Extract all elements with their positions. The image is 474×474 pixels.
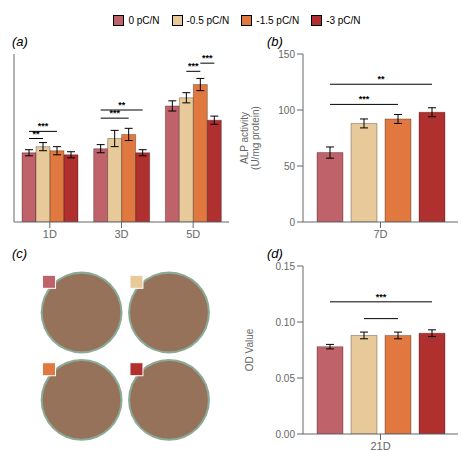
svg-text:**: **	[118, 100, 126, 110]
svg-text:7D: 7D	[373, 228, 387, 240]
svg-text:50: 50	[284, 161, 296, 172]
svg-text:***: ***	[359, 94, 370, 104]
svg-text:5D: 5D	[186, 228, 200, 240]
svg-text:0.00: 0.00	[276, 429, 296, 440]
html-text:(b): (b)	[267, 34, 283, 49]
svg-text:1D: 1D	[43, 228, 57, 240]
html-text:-0.5 pC/N: -0.5 pC/N	[186, 14, 230, 26]
svg-text:0.15: 0.15	[276, 261, 296, 272]
svg-text:21D: 21D	[370, 440, 390, 452]
html-text:0 pC/N: 0 pC/N	[128, 14, 160, 26]
svg-text:150: 150	[278, 49, 295, 60]
svg-text:***: ***	[38, 121, 49, 131]
svg-text:0.05: 0.05	[276, 373, 296, 384]
svg-text:***: ***	[202, 53, 213, 63]
html-text:(a): (a)	[12, 34, 28, 49]
svg-text:100: 100	[278, 105, 295, 116]
html-text:-3 pC/N: -3 pC/N	[326, 14, 361, 26]
svg-text:***: ***	[376, 292, 387, 302]
svg-text:**: **	[377, 74, 385, 84]
svg-text:0.10: 0.10	[276, 317, 296, 328]
svg-text:OD Value: OD Value	[244, 328, 255, 371]
html-text:(c): (c)	[12, 246, 28, 261]
html-text:(d): (d)	[267, 246, 283, 261]
svg-text:***: ***	[188, 61, 199, 71]
svg-text:3D: 3D	[114, 228, 128, 240]
html-text:-1.5 pC/N: -1.5 pC/N	[256, 14, 300, 26]
svg-text:0: 0	[289, 217, 295, 228]
svg-text:ALP activity(U/mg protein): ALP activity(U/mg protein)	[239, 106, 261, 170]
